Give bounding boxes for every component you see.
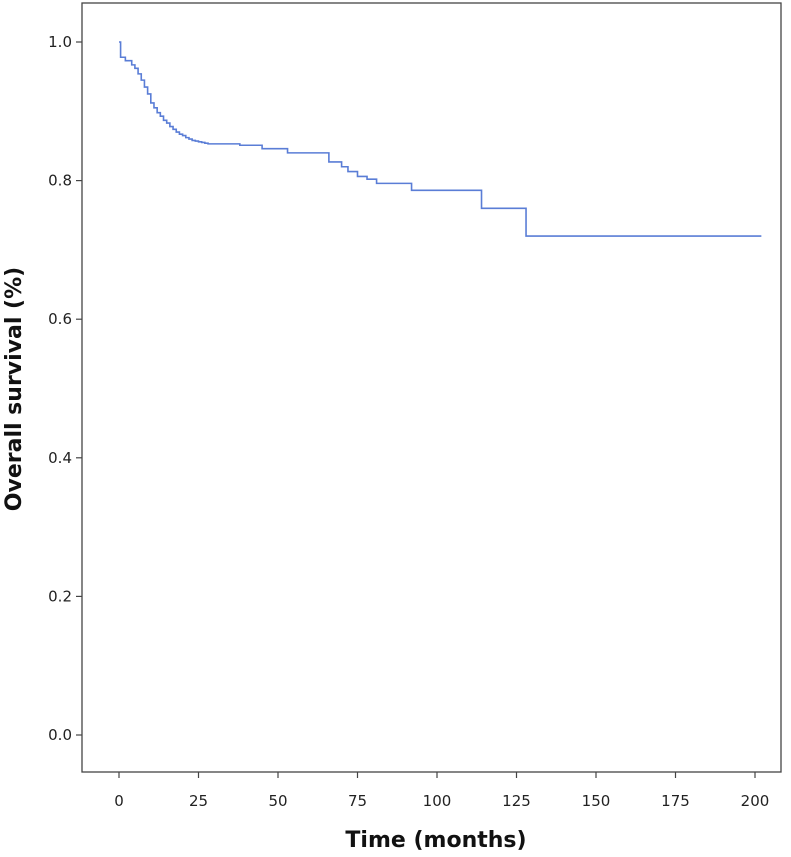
x-axis-title: Time (months) bbox=[345, 828, 526, 853]
x-tick-label: 50 bbox=[268, 792, 287, 810]
survival-curve-series bbox=[119, 41, 762, 237]
x-tick-label: 175 bbox=[661, 792, 690, 810]
y-tick-label: 0.6 bbox=[48, 310, 72, 328]
x-tick-label: 150 bbox=[582, 792, 611, 810]
y-tick-label: 0.0 bbox=[48, 726, 72, 744]
y-tick-label: 1.0 bbox=[48, 33, 72, 51]
y-tick-label: 0.2 bbox=[48, 587, 72, 605]
x-tick-label: 0 bbox=[114, 792, 124, 810]
x-tick-label: 75 bbox=[348, 792, 367, 810]
y-axis-ticks: 0.0 0.2 0.4 0.6 0.8 1.0 bbox=[48, 33, 82, 744]
x-tick-label: 200 bbox=[741, 792, 770, 810]
x-tick-label: 100 bbox=[423, 792, 452, 810]
x-axis-ticks: 0 25 50 75 100 125 150 175 200 bbox=[114, 772, 769, 810]
y-axis-title: Overall survival (%) bbox=[2, 267, 27, 511]
y-tick-label: 0.8 bbox=[48, 172, 72, 190]
plot-area-frame bbox=[81, 2, 782, 773]
y-tick-label: 0.4 bbox=[48, 449, 72, 467]
x-tick-label: 25 bbox=[189, 792, 208, 810]
x-tick-label: 125 bbox=[502, 792, 531, 810]
